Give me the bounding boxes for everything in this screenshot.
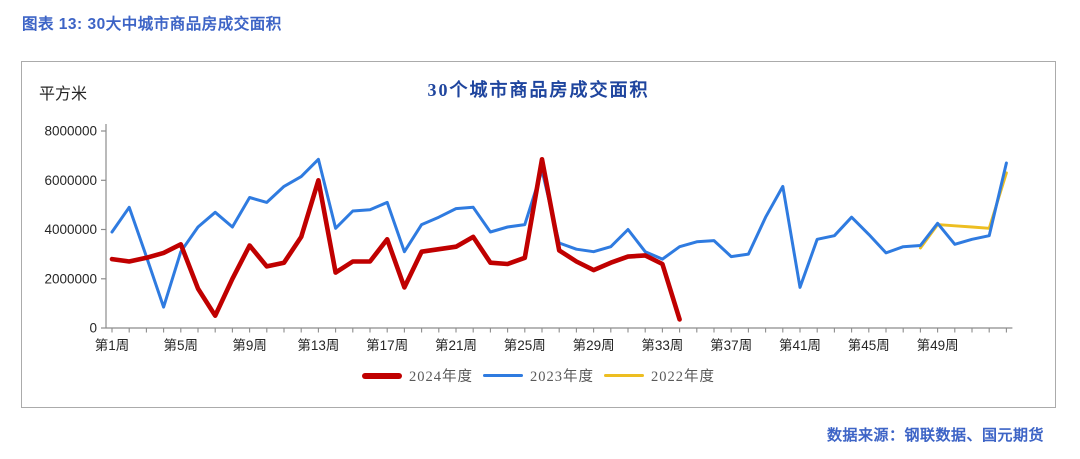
legend-label-2024: 2024年度	[409, 369, 473, 385]
svg-text:2000000: 2000000	[44, 271, 97, 286]
svg-text:第29周: 第29周	[573, 337, 615, 353]
y-axis-tick-labels: 0 2000000 4000000 6000000 8000000	[44, 124, 97, 336]
figure-caption: 图表 13: 30大中城市商品房成交面积	[22, 16, 282, 33]
y-axis-unit-label: 平方米	[39, 86, 88, 103]
svg-text:第45周: 第45周	[848, 337, 890, 353]
legend-label-2022: 2022年度	[651, 369, 715, 385]
svg-text:8000000: 8000000	[44, 124, 97, 139]
legend-line-sample-2024	[362, 372, 402, 379]
chart-legend: 2024年度 2023年度 2022年度	[22, 365, 1055, 386]
svg-text:第33周: 第33周	[641, 337, 683, 353]
svg-text:0: 0	[89, 321, 97, 336]
svg-text:6000000: 6000000	[44, 173, 97, 188]
legend-label-2023: 2023年度	[530, 369, 594, 385]
svg-text:4000000: 4000000	[44, 222, 97, 237]
data-source-note: 数据来源：钢联数据、国元期货	[826, 427, 1044, 444]
svg-text:第49周: 第49周	[917, 337, 959, 353]
chart-title: 30个城市商品房成交面积	[427, 80, 650, 100]
legend-item-2022: 2022年度	[604, 365, 715, 386]
svg-text:第9周: 第9周	[232, 337, 267, 353]
svg-text:第13周: 第13周	[297, 337, 339, 353]
svg-text:第25周: 第25周	[504, 337, 546, 353]
series-line-2024年度	[109, 157, 682, 322]
svg-text:第17周: 第17周	[366, 337, 408, 353]
svg-text:第5周: 第5周	[164, 337, 199, 353]
x-axis-tick-labels: 第1周 第5周 第9周 第13周 第17周 第21周 第25周 第29周 第33周 第37周 第41…	[95, 337, 959, 353]
svg-text:第1周: 第1周	[95, 337, 130, 353]
svg-text:第21周: 第21周	[435, 337, 477, 353]
legend-line-sample-2022	[604, 373, 644, 378]
legend-line-sample-2023	[483, 373, 523, 378]
x-axis-ticks	[111, 328, 1007, 333]
series-line-2023年度	[110, 157, 1008, 309]
svg-text:第41周: 第41周	[779, 337, 821, 353]
legend-item-2024: 2024年度	[362, 365, 473, 386]
chart-card: 30个城市商品房成交面积 平方米 0 2000000 4000000 6000000 8…	[21, 61, 1056, 408]
legend-item-2023: 2023年度	[483, 365, 594, 386]
series-line-2022年度	[918, 171, 1008, 250]
svg-text:第37周: 第37周	[710, 337, 752, 353]
